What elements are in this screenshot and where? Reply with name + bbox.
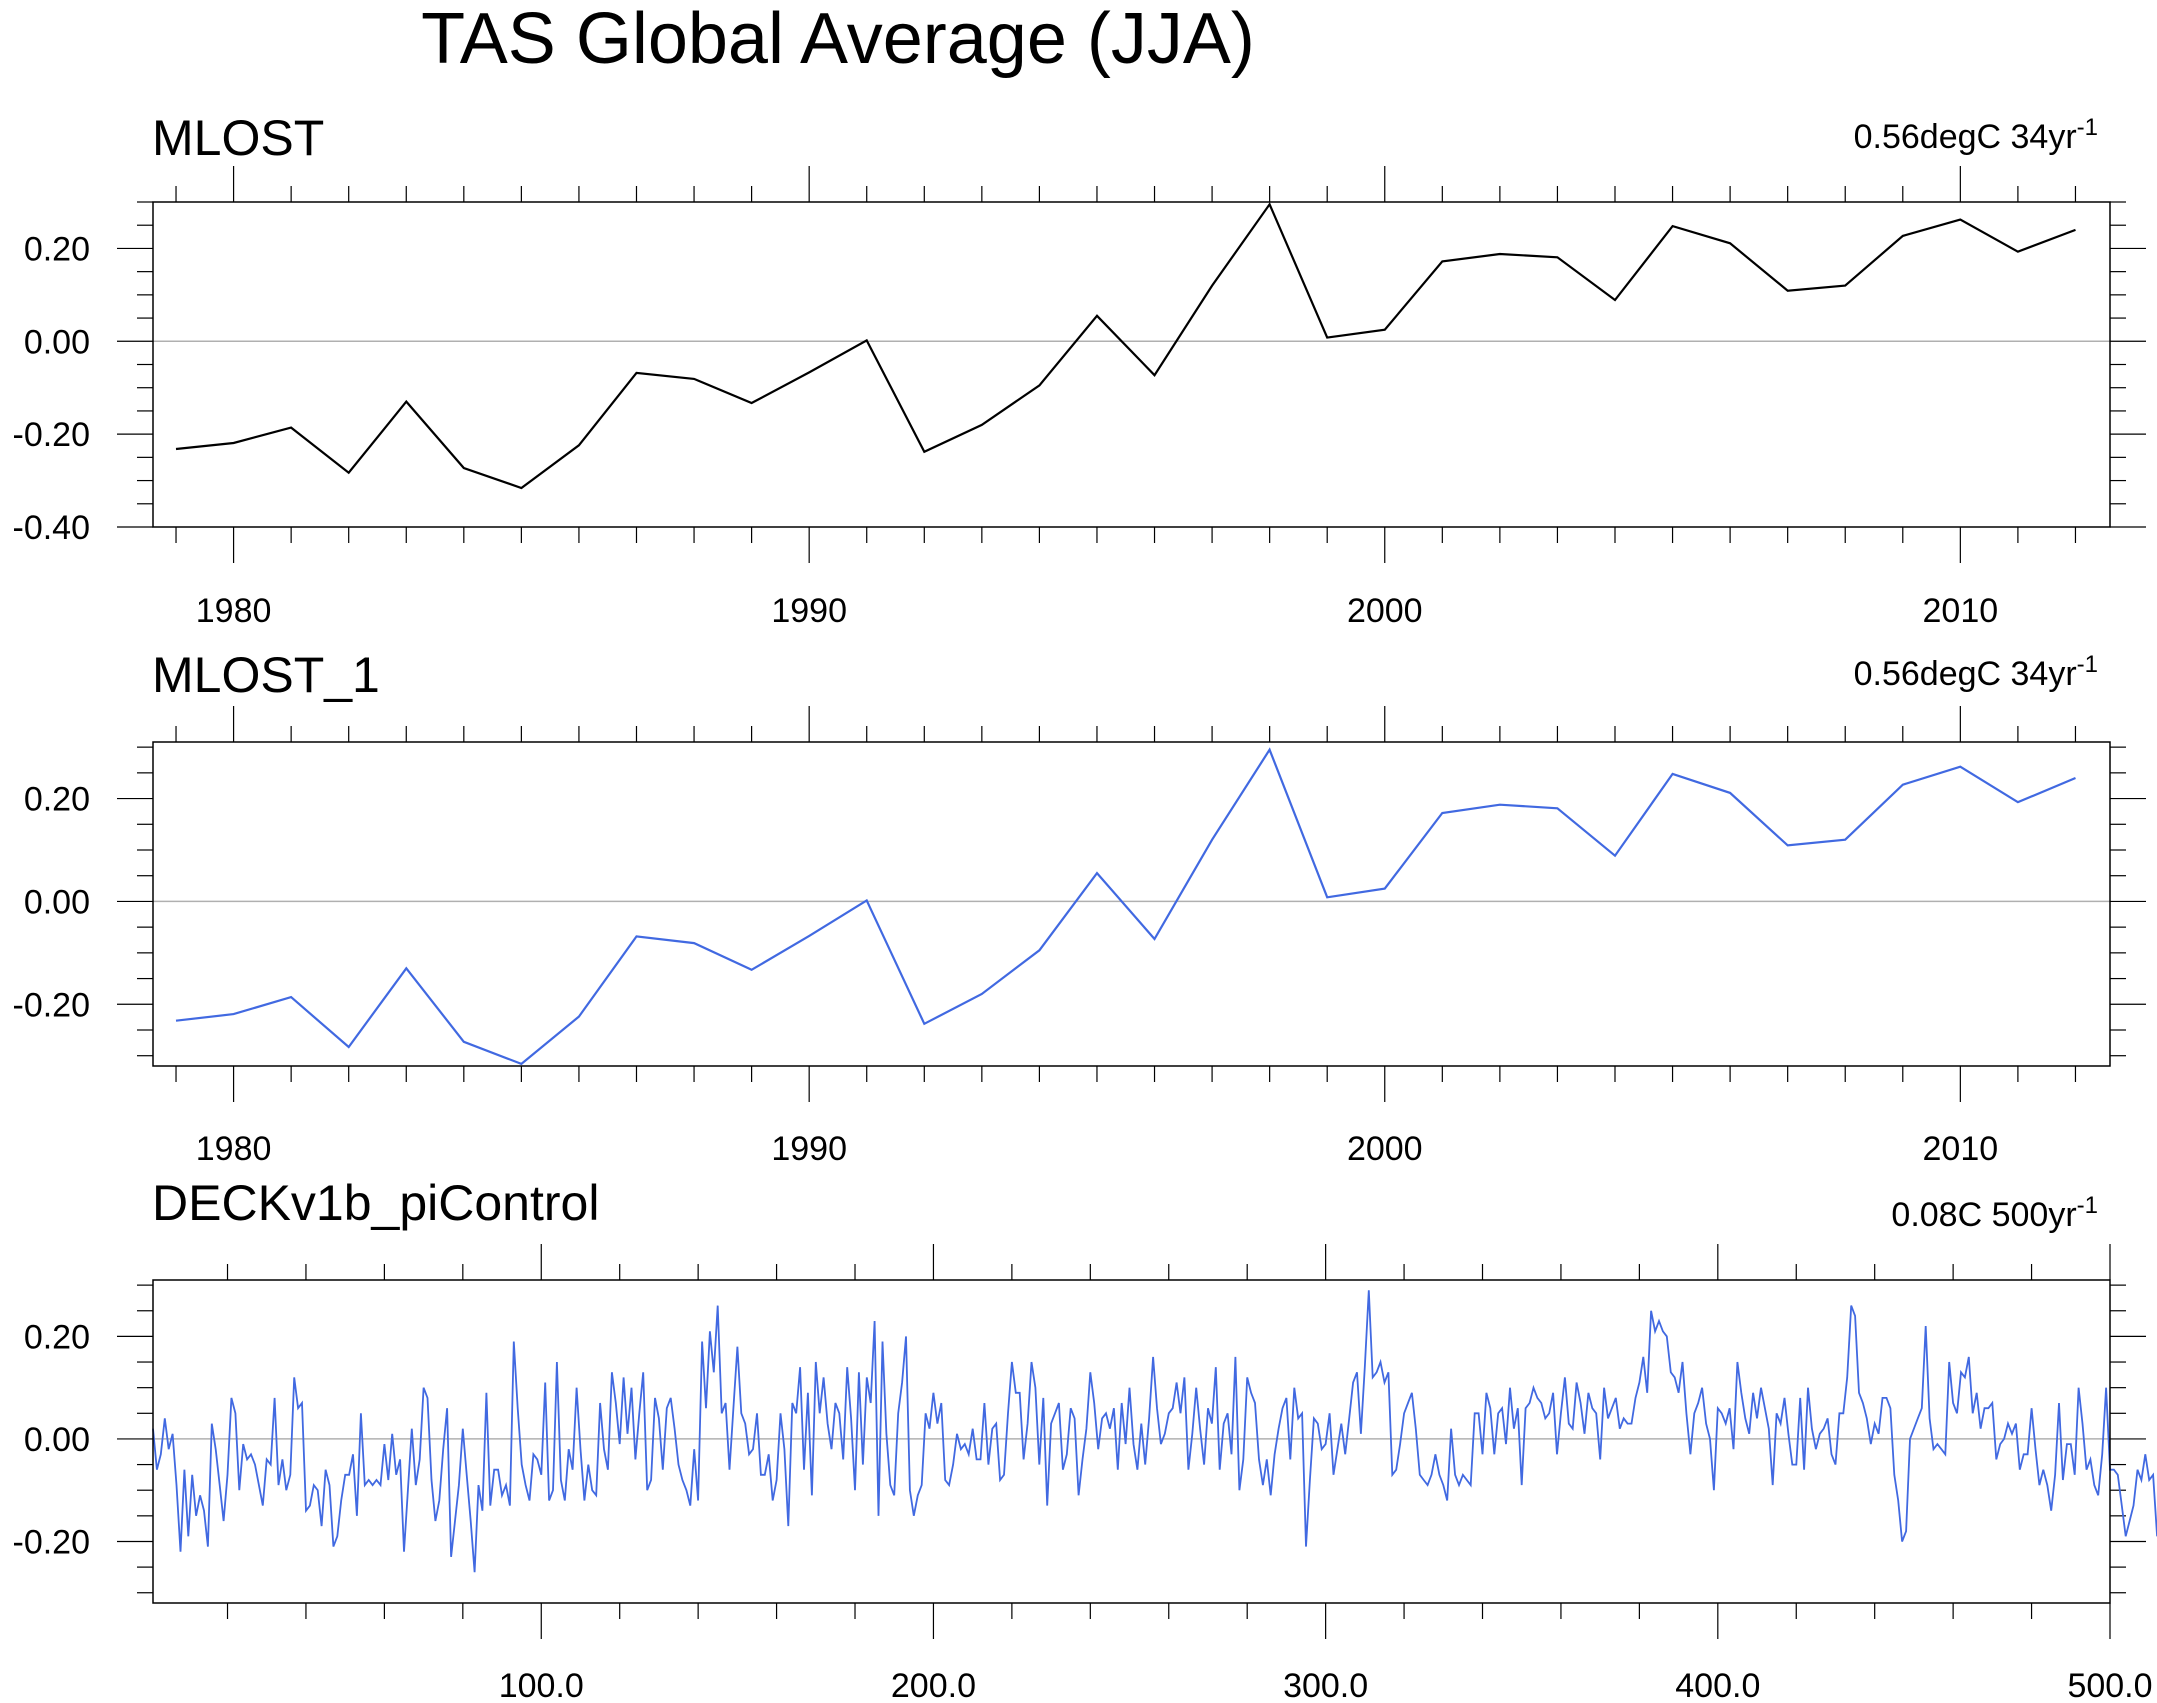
y-tick-label: -0.40 [13,509,91,547]
x-tick-label: 100.0 [499,1667,584,1703]
trend-exponent: -1 [2077,114,2098,141]
x-tick-label: 1990 [771,1130,847,1168]
trend-exponent: -1 [2077,1192,2098,1219]
trend-exponent: -1 [2077,651,2098,678]
y-tick-label: 0.20 [24,1318,90,1356]
panel-mlost-1: MLOST_1 0.56degC 34yr-1 -0.20 0.00 0.20 198… [13,647,2146,1168]
x-tick-label: 400.0 [1675,1667,1760,1703]
y-tick-label: 0.00 [24,1421,90,1459]
panel-title: MLOST [152,110,324,166]
figure-title: TAS Global Average (JJA) [421,0,1255,79]
panel-title: MLOST_1 [152,647,380,703]
y-tick-label: -0.20 [13,1523,91,1561]
y-tick-label: 0.20 [24,230,90,268]
panel-title: DECKv1b_piControl [152,1175,599,1231]
trend-label: 0.56degC 34yr-1 [1854,651,2098,693]
y-tick-label: 0.20 [24,781,90,819]
data-series-line [175,747,2076,1066]
data-series-line [152,1290,2157,1573]
x-tick-label: 2010 [1923,1130,1999,1168]
x-tick-label: 200.0 [891,1667,976,1703]
x-tick-label: 1980 [196,1130,272,1168]
x-tick-label: 1980 [196,592,272,630]
panel-deckv1b-picontrol: DECKv1b_piControl 0.08C 500yr-1 -0.20 0.0… [13,1175,2157,1703]
x-tick-label: 2000 [1347,1130,1423,1168]
plot-frame [152,741,2111,1067]
trend-text: 0.08C 500yr [1891,1196,2076,1234]
y-tick-label: 0.00 [24,323,90,361]
y-tick-label: -0.20 [13,986,91,1024]
x-tick-label: 1990 [771,592,847,630]
trend-text: 0.56degC 34yr [1854,118,2077,156]
plot-frame [152,201,2111,528]
y-tick-label: -0.20 [13,416,91,454]
trend-label: 0.08C 500yr-1 [1891,1192,2098,1234]
x-tick-label: 500.0 [2067,1667,2152,1703]
x-tick-label: 2000 [1347,592,1423,630]
panel-mlost: MLOST 0.56degC 34yr-1 -0.40 -0.20 0.00 0.20… [13,110,2146,630]
trend-label: 0.56degC 34yr-1 [1854,114,2098,156]
x-tick-label: 300.0 [1283,1667,1368,1703]
plot-frame [152,1279,2111,1604]
data-series-line [175,202,2076,490]
trend-text: 0.56degC 34yr [1854,655,2077,693]
y-tick-label: 0.00 [24,883,90,921]
x-tick-label: 2010 [1923,592,1999,630]
